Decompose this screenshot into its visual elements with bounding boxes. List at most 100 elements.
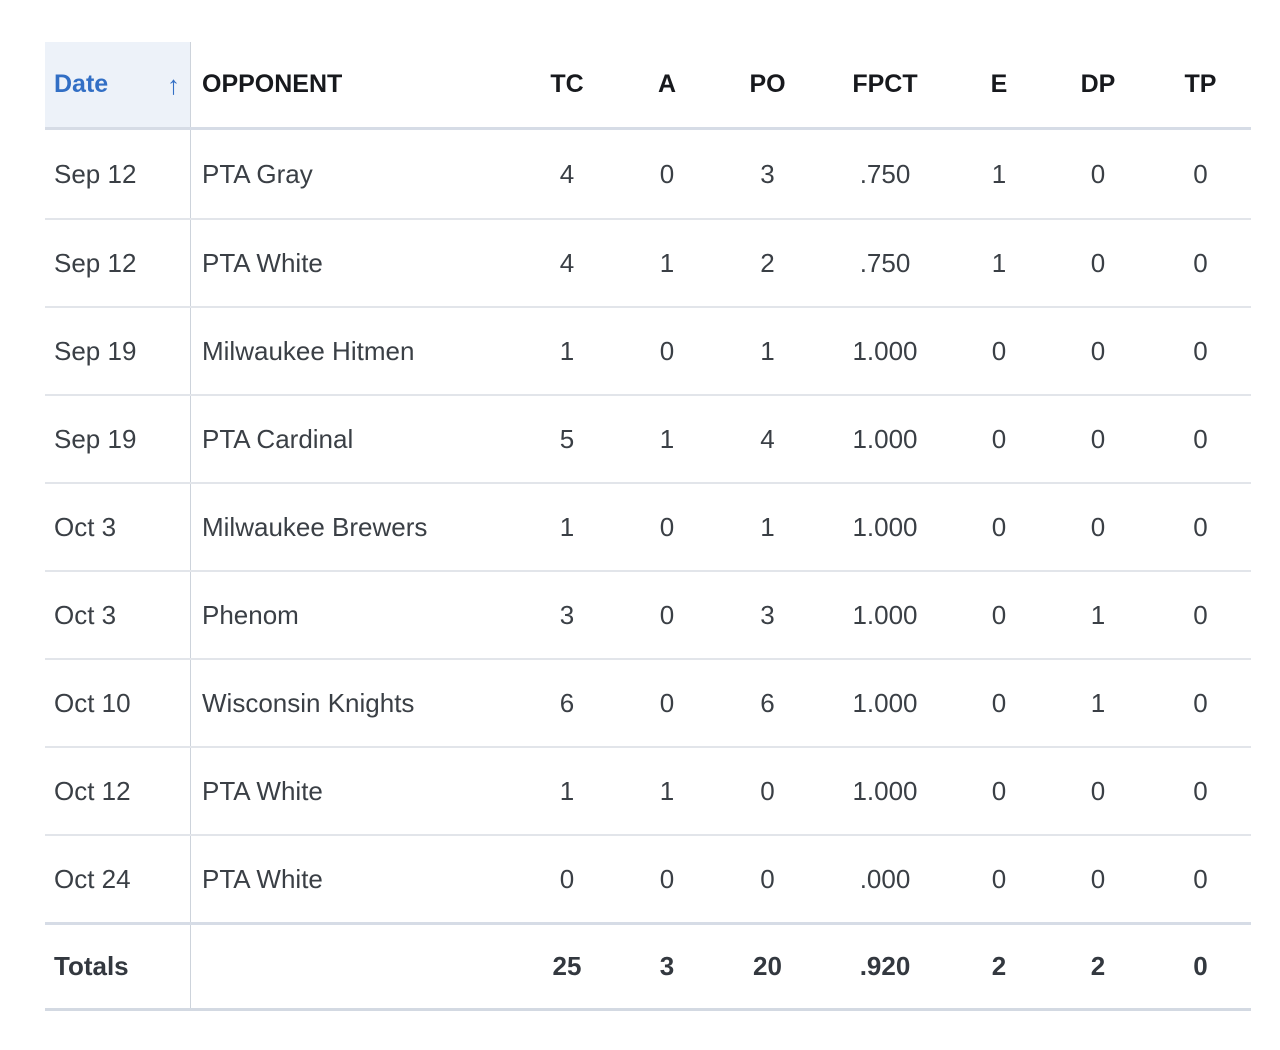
totals-po-cell: 20	[753, 951, 782, 981]
opponent-cell: PTA Gray	[202, 158, 313, 189]
opponent-cell: PTA White	[202, 863, 323, 894]
dp-cell: 1	[1090, 599, 1106, 630]
tc-cell: 5	[559, 423, 575, 454]
tc-cell: 1	[559, 775, 575, 806]
fielding-stats-table: Date ↑ OPPONENT TC A PO FPCT E DP TP Sep…	[45, 42, 1251, 1011]
totals-label: Totals	[45, 925, 191, 1008]
fpct-cell: 1.000	[852, 599, 918, 630]
po-cell: 0	[760, 775, 775, 806]
tp-cell: 0	[1193, 335, 1208, 366]
fpct-cell: 1.000	[852, 775, 918, 806]
po-cell: 1	[760, 511, 775, 542]
tp-cell: 0	[1193, 687, 1208, 718]
opponent-cell: Milwaukee Brewers	[202, 511, 428, 542]
tc-cell: 0	[559, 863, 575, 894]
opponent-cell: Phenom	[202, 599, 299, 630]
date-cell: Sep 19	[45, 308, 191, 394]
opponent-cell: Wisconsin Knights	[202, 687, 415, 718]
e-cell: 0	[991, 335, 1007, 366]
column-header-po[interactable]: PO	[749, 70, 786, 98]
dp-cell: 0	[1090, 335, 1106, 366]
a-cell: 0	[659, 511, 675, 542]
totals-fpct-cell: .920	[859, 951, 911, 981]
a-cell: 0	[659, 599, 675, 630]
a-cell: 0	[659, 158, 675, 189]
table-row: Sep 12 PTA Gray 4 0 3 .750 1 0 0	[45, 130, 1251, 218]
e-cell: 0	[991, 775, 1007, 806]
totals-a-cell: 3	[659, 951, 675, 981]
totals-e-cell: 2	[991, 951, 1007, 981]
date-cell: Oct 10	[45, 660, 191, 746]
po-cell: 1	[760, 335, 775, 366]
table-row: Oct 24 PTA White 0 0 0 .000 0 0 0	[45, 834, 1251, 922]
e-cell: 1	[991, 247, 1007, 278]
po-cell: 3	[760, 599, 775, 630]
totals-tc-cell: 25	[552, 951, 582, 981]
tp-cell: 0	[1193, 775, 1208, 806]
column-header-opponent[interactable]: OPPONENT	[202, 70, 343, 98]
totals-row: Totals 25 3 20 .920 2 2 0	[45, 922, 1251, 1011]
dp-cell: 1	[1090, 687, 1106, 718]
column-header-tp[interactable]: TP	[1184, 70, 1217, 98]
dp-cell: 0	[1090, 511, 1106, 542]
table-row: Sep 12 PTA White 4 1 2 .750 1 0 0	[45, 218, 1251, 306]
a-cell: 1	[659, 247, 675, 278]
totals-opponent-empty-cell	[191, 925, 517, 1008]
e-cell: 0	[991, 687, 1007, 718]
a-cell: 0	[659, 335, 675, 366]
opponent-cell: PTA White	[202, 247, 323, 278]
column-header-e[interactable]: E	[990, 70, 1008, 98]
column-header-tc[interactable]: TC	[550, 70, 584, 98]
fpct-cell: 1.000	[852, 687, 918, 718]
table-row: Oct 12 PTA White 1 1 0 1.000 0 0 0	[45, 746, 1251, 834]
fpct-cell: .000	[859, 863, 911, 894]
table-row: Sep 19 PTA Cardinal 5 1 4 1.000 0 0 0	[45, 394, 1251, 482]
date-cell: Sep 19	[45, 396, 191, 482]
table-row: Oct 3 Milwaukee Brewers 1 0 1 1.000 0 0 …	[45, 482, 1251, 570]
dp-cell: 0	[1090, 863, 1106, 894]
tp-cell: 0	[1193, 863, 1208, 894]
column-header-dp[interactable]: DP	[1080, 70, 1116, 98]
totals-dp-cell: 2	[1090, 951, 1106, 981]
a-cell: 0	[659, 863, 675, 894]
opponent-cell: Milwaukee Hitmen	[202, 335, 415, 366]
opponent-cell: PTA Cardinal	[202, 423, 354, 454]
fpct-cell: 1.000	[852, 335, 918, 366]
date-cell: Oct 3	[45, 572, 191, 658]
po-cell: 6	[760, 687, 775, 718]
a-cell: 1	[659, 423, 675, 454]
tc-cell: 3	[559, 599, 575, 630]
po-cell: 3	[760, 158, 775, 189]
totals-tp-cell: 0	[1193, 951, 1208, 981]
tp-cell: 0	[1193, 599, 1208, 630]
tp-cell: 0	[1193, 423, 1208, 454]
tp-cell: 0	[1193, 511, 1208, 542]
fpct-cell: 1.000	[852, 511, 918, 542]
date-cell: Oct 12	[45, 748, 191, 834]
table-row: Oct 10 Wisconsin Knights 6 0 6 1.000 0 1…	[45, 658, 1251, 746]
e-cell: 0	[991, 863, 1007, 894]
date-cell: Oct 3	[45, 484, 191, 570]
tc-cell: 4	[559, 158, 575, 189]
e-cell: 0	[991, 511, 1007, 542]
sort-ascending-icon: ↑	[167, 69, 180, 100]
po-cell: 2	[760, 247, 775, 278]
e-cell: 0	[991, 423, 1007, 454]
a-cell: 0	[659, 687, 675, 718]
dp-cell: 0	[1090, 158, 1106, 189]
column-header-fpct[interactable]: FPCT	[852, 70, 918, 98]
po-cell: 0	[760, 863, 775, 894]
fpct-cell: .750	[859, 247, 911, 278]
opponent-cell: PTA White	[202, 775, 323, 806]
fpct-cell: 1.000	[852, 423, 918, 454]
column-header-date[interactable]: Date ↑	[45, 42, 191, 127]
e-cell: 1	[991, 158, 1007, 189]
tp-cell: 0	[1193, 158, 1208, 189]
dp-cell: 0	[1090, 247, 1106, 278]
column-header-date-label: Date	[54, 70, 109, 98]
tc-cell: 1	[559, 335, 575, 366]
table-row: Oct 3 Phenom 3 0 3 1.000 0 1 0	[45, 570, 1251, 658]
column-header-a[interactable]: A	[657, 70, 677, 98]
date-cell: Sep 12	[45, 130, 191, 218]
e-cell: 0	[991, 599, 1007, 630]
